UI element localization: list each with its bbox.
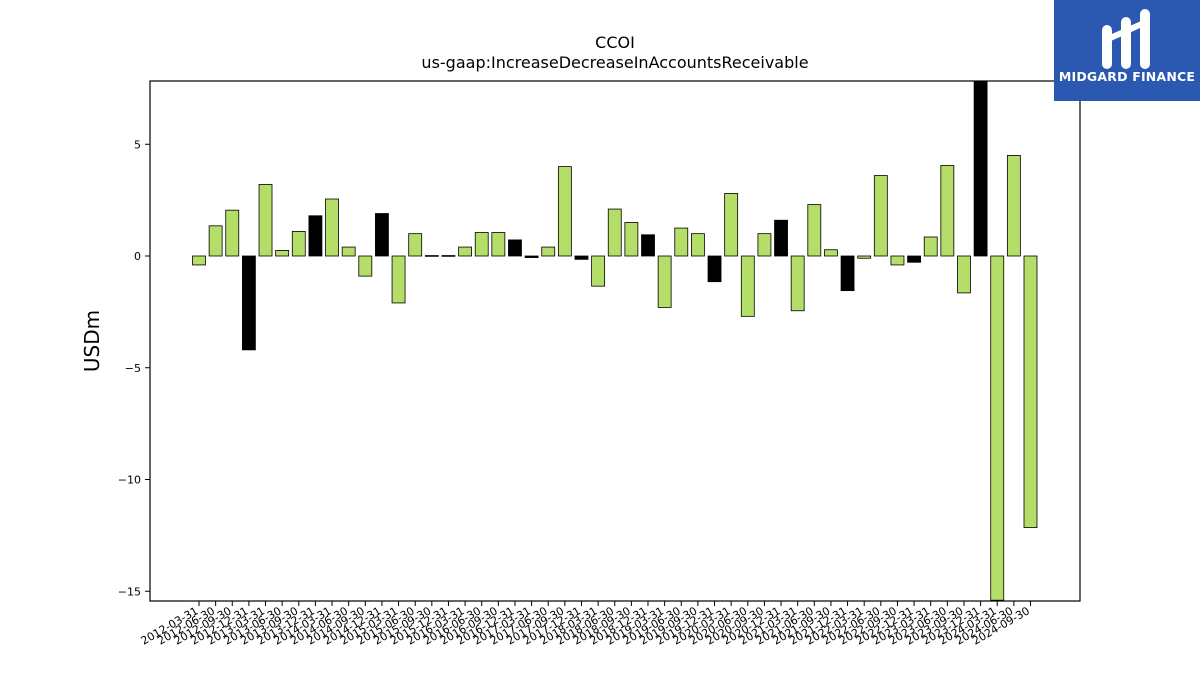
bars-group (192, 81, 1038, 601)
plot-area-frame (149, 80, 1081, 602)
bar-2016-03-31 (458, 246, 472, 257)
bar-2012-03-31 (192, 255, 206, 266)
bar-2016-06-30 (474, 232, 489, 257)
bar-2016-09-30 (491, 232, 506, 257)
bar-2019-12-31 (707, 255, 722, 283)
bar-2018-12-31 (641, 234, 655, 257)
bar-2016-12-31 (508, 239, 522, 257)
bar-2021-12-31 (840, 255, 855, 292)
bar-2013-03-31 (258, 184, 273, 257)
bar-2018-03-31 (591, 255, 606, 287)
bar-2024-09-30 (1023, 255, 1038, 528)
logo-text: MIDGARD FINANCE (1058, 69, 1196, 84)
midgard-logo-icon (1102, 9, 1150, 69)
bar-2022-09-30 (890, 255, 905, 266)
bar-2015-09-30 (424, 255, 439, 257)
bar-2012-12-31 (241, 255, 256, 351)
bar-2023-09-30 (957, 255, 971, 294)
bar-2012-06-30 (208, 225, 223, 257)
bar-2021-09-30 (824, 249, 838, 257)
bar-2021-03-31 (790, 255, 805, 312)
bar-2023-12-31 (973, 81, 988, 257)
bar-2014-09-30 (358, 255, 373, 277)
bar-2020-06-30 (740, 255, 755, 317)
y-axis-label: USDm (80, 310, 104, 372)
bar-2013-12-31 (308, 215, 323, 257)
bar-2014-03-31 (325, 198, 339, 257)
bar-2020-12-31 (774, 219, 788, 257)
bar-2022-12-31 (907, 255, 921, 263)
bar-2015-12-31 (441, 255, 456, 257)
midgard-finance-logo: MIDGARD FINANCE (1054, 0, 1200, 101)
bar-2022-03-31 (857, 255, 872, 259)
bar-2012-09-30 (225, 209, 240, 257)
bar-2017-06-30 (541, 246, 556, 257)
bar-2015-06-30 (408, 233, 423, 257)
bar-2019-03-31 (657, 255, 672, 308)
y-tick-label: −15 (118, 585, 141, 598)
y-tick-label: 5 (134, 138, 141, 151)
bar-2024-06-30 (1006, 155, 1021, 257)
bar-2023-03-31 (923, 236, 938, 257)
bar-2017-12-31 (574, 255, 589, 260)
bar-2018-09-30 (624, 222, 639, 257)
y-axis-ticks: 5 0 −5 −10 −15 (118, 138, 150, 598)
bar-2023-06-30 (940, 165, 955, 257)
x-axis-ticks: 2012-03-312012-06-302012-09-302012-12-31… (139, 601, 1032, 648)
y-tick-label: −5 (125, 362, 141, 375)
bar-2021-06-30 (807, 204, 822, 257)
chart-title: CCOI (595, 33, 635, 52)
bar-2019-06-30 (674, 227, 689, 257)
bar-2017-03-31 (524, 255, 539, 258)
bar-2013-06-30 (275, 250, 290, 257)
y-tick-label: 0 (134, 250, 141, 263)
bar-2017-09-30 (557, 166, 572, 257)
chart-subtitle: us-gaap:IncreaseDecreaseInAccountsReceiv… (421, 53, 808, 72)
bar-2014-06-30 (341, 246, 356, 257)
bar-2022-06-30 (873, 175, 888, 257)
bar-2013-09-30 (291, 231, 306, 257)
bar-2014-12-31 (375, 213, 389, 257)
y-tick-label: −10 (118, 474, 141, 487)
bar-2019-09-30 (691, 233, 705, 257)
bar-2015-03-31 (391, 255, 406, 304)
bar-2024-03-31 (990, 255, 1005, 601)
bar-2020-09-30 (757, 233, 772, 257)
bar-2020-03-31 (724, 193, 739, 257)
bar-2018-06-30 (607, 208, 622, 257)
